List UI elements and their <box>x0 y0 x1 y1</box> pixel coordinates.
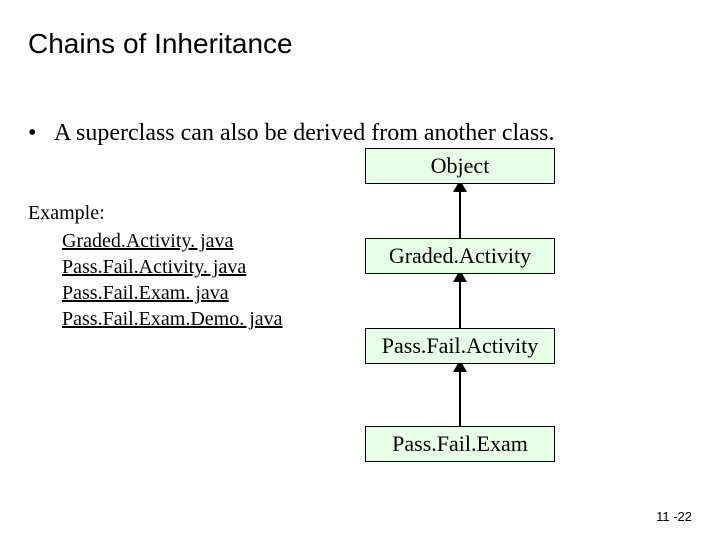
inheritance-diagram: Object Graded.Activity Pass.Fail.Activit… <box>330 148 590 488</box>
slide-number: 11 -22 <box>656 509 692 524</box>
file-link: Pass.Fail.Activity. java <box>62 256 246 278</box>
bullet-marker: • <box>28 120 36 147</box>
slide-title: Chains of Inheritance <box>28 28 293 60</box>
file-link: Pass.Fail.Exam.Demo. java <box>62 308 283 330</box>
file-link: Pass.Fail.Exam. java <box>62 282 229 304</box>
diagram-node-passfailactivity: Pass.Fail.Activity <box>365 328 555 364</box>
file-link: Graded.Activity. java <box>62 230 233 252</box>
arrow-up-icon <box>458 270 462 328</box>
diagram-node-graded: Graded.Activity <box>365 238 555 274</box>
example-label: Example: <box>28 200 283 226</box>
bullet-text: A superclass can also be derived from an… <box>54 118 680 148</box>
arrow-up-icon <box>458 180 462 238</box>
diagram-node-object: Object <box>365 148 555 184</box>
bullet-item: • A superclass can also be derived from … <box>28 118 680 148</box>
example-block: Example: Graded.Activity. java Pass.Fail… <box>28 200 283 332</box>
diagram-node-passfailexam: Pass.Fail.Exam <box>365 426 555 462</box>
arrow-up-icon <box>458 360 462 426</box>
example-files: Graded.Activity. java Pass.Fail.Activity… <box>62 228 283 332</box>
